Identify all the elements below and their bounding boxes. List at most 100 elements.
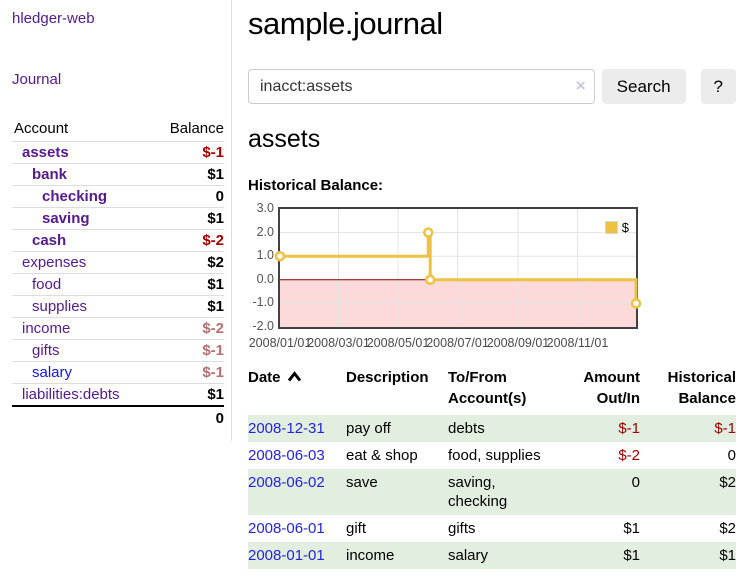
data-point-marker[interactable] (630, 298, 642, 309)
accounts-total-spacer (12, 406, 151, 430)
account-name-cell: checking (12, 186, 151, 208)
y-axis-tick-label: 0.0 (256, 271, 274, 286)
transaction-amount: $-2 (618, 447, 640, 464)
register-header-amount: Amount Out/In (553, 365, 640, 415)
transaction-balance: $-1 (714, 420, 736, 437)
sidebar-account-link[interactable]: assets (22, 144, 69, 161)
historical-balance-chart[interactable]: $3.0 2.0 1.0 0.0 -1.0 -2.0 2008/01/01 2008/03/0… (248, 201, 648, 351)
accounts-header-account: Account (14, 120, 69, 137)
clear-search-icon[interactable]: × (575, 76, 586, 95)
account-balance: $-2 (202, 232, 224, 249)
account-row: liabilities:debts $1 (12, 383, 224, 407)
data-point-marker[interactable] (423, 227, 434, 238)
search-button[interactable]: Search (601, 69, 686, 104)
sort-ascending-icon[interactable] (287, 371, 302, 382)
sidebar-account-link[interactable]: gifts (32, 342, 60, 359)
transaction-row: 2008-06-01 gift gifts $1 $2 (248, 515, 736, 542)
sidebar: hledger-web Journal Account Balance asse… (0, 0, 232, 441)
sidebar-account-link[interactable]: food (32, 276, 62, 293)
y-axis-tick-label: 2.0 (256, 224, 274, 239)
transaction-accounts: salary (448, 547, 489, 564)
account-name-cell: food (12, 274, 151, 296)
transaction-balance: $1 (719, 547, 736, 564)
account-name-cell: income (12, 318, 151, 340)
register-header-balance: Historical Balance (640, 365, 736, 415)
account-balance: $-1 (202, 144, 224, 161)
search-input[interactable] (248, 69, 595, 104)
account-row: gifts $-1 (12, 339, 224, 362)
account-balance: $2 (207, 254, 224, 271)
register-header-balance-line1: Historical (667, 369, 736, 386)
account-name-cell: saving (12, 208, 151, 230)
account-balance: $-1 (202, 364, 224, 381)
transaction-balance: 0 (727, 447, 736, 464)
accounts-total-row: 0 (12, 406, 224, 430)
transaction-date-link[interactable]: 2008-01-01 (248, 547, 325, 564)
account-name-cell: gifts (12, 340, 151, 362)
account-balance: $-2 (202, 320, 224, 337)
transaction-date-cell: 2008-06-01 (248, 515, 346, 542)
register-header-row: Date Description To/From Account(s) Amou… (248, 365, 736, 415)
chart-plot-area[interactable]: $ (274, 207, 642, 329)
sidebar-account-link[interactable]: checking (42, 188, 108, 205)
y-axis-tick-label: 3.0 (256, 201, 274, 215)
y-axis-tick-label: 1.0 (256, 248, 274, 263)
account-name-cell: expenses (12, 252, 151, 274)
account-name-cell: assets (12, 142, 151, 164)
transaction-description: save (346, 474, 378, 491)
account-balance: $1 (207, 386, 224, 403)
x-axis-tick-label: 2008/03/01 (307, 336, 370, 350)
sidebar-item-journal[interactable]: Journal (12, 71, 62, 88)
account-balance: $-1 (202, 342, 224, 359)
transaction-accounts: debts (448, 420, 485, 437)
account-row: salary $-1 (12, 361, 224, 384)
legend-label: $ (621, 220, 629, 235)
transaction-accounts: food, supplies (448, 447, 541, 464)
transaction-date-cell: 2008-12-31 (248, 415, 346, 442)
transaction-date-link[interactable]: 2008-12-31 (248, 420, 325, 437)
sidebar-account-link[interactable]: salary (32, 364, 73, 381)
account-row: assets $-1 (12, 141, 224, 164)
transaction-date-cell: 2008-06-03 (248, 442, 346, 469)
register-header-date[interactable]: Date (248, 365, 346, 415)
app-title-link[interactable]: hledger-web (12, 10, 95, 27)
account-name-cell: cash (12, 230, 151, 252)
account-balance: $1 (207, 276, 224, 293)
x-axis-tick-label: 2008/11/01 (546, 336, 609, 350)
sidebar-account-link[interactable]: bank (32, 166, 68, 183)
sidebar-account-link[interactable]: saving (42, 210, 90, 227)
transaction-description: eat & shop (346, 447, 418, 464)
transaction-balance: $2 (719, 520, 736, 537)
sidebar-account-link[interactable]: expenses (22, 254, 87, 271)
transaction-date-link[interactable]: 2008-06-03 (248, 447, 325, 464)
register-header-accounts: To/From Account(s) (448, 365, 553, 415)
data-point-marker[interactable] (424, 274, 436, 286)
x-axis-tick-label: 2008/05/01 (366, 336, 430, 350)
account-balance: $1 (207, 166, 224, 183)
transaction-accounts: gifts (448, 520, 476, 537)
sidebar-account-link[interactable]: supplies (32, 298, 88, 315)
account-row: checking 0 (12, 185, 224, 208)
transaction-date-link[interactable]: 2008-06-01 (248, 520, 325, 537)
x-axis-tick-label: 2008/09/01 (486, 336, 550, 350)
transaction-amount: $1 (623, 547, 640, 564)
register-header-accounts-line1: To/From (448, 369, 507, 386)
help-button[interactable]: ? (700, 69, 736, 104)
transaction-row: 2008-12-31 pay off debts $-1 $-1 (248, 415, 736, 442)
register-header-amount-line2: Out/In (596, 390, 640, 407)
account-balance: $1 (207, 298, 224, 315)
chart-legend: $ (603, 220, 629, 235)
main-content: sample.journal × Search ? assets Histori… (232, 0, 742, 569)
register-header-accounts-line2: Account(s) (448, 390, 527, 407)
transaction-amount: 0 (631, 474, 640, 491)
transaction-date-link[interactable]: 2008-06-02 (248, 474, 325, 491)
data-point-marker[interactable] (274, 250, 286, 262)
sidebar-account-link[interactable]: income (22, 320, 71, 337)
account-heading: assets (248, 125, 321, 153)
register-header-balance-line2: Balance (678, 390, 736, 407)
y-axis-tick-label: -1.0 (252, 295, 274, 310)
account-row: income $-2 (12, 317, 224, 340)
transaction-description: gift (346, 520, 367, 537)
sidebar-account-link[interactable]: liabilities:debts (22, 386, 120, 403)
sidebar-account-link[interactable]: cash (32, 232, 67, 249)
